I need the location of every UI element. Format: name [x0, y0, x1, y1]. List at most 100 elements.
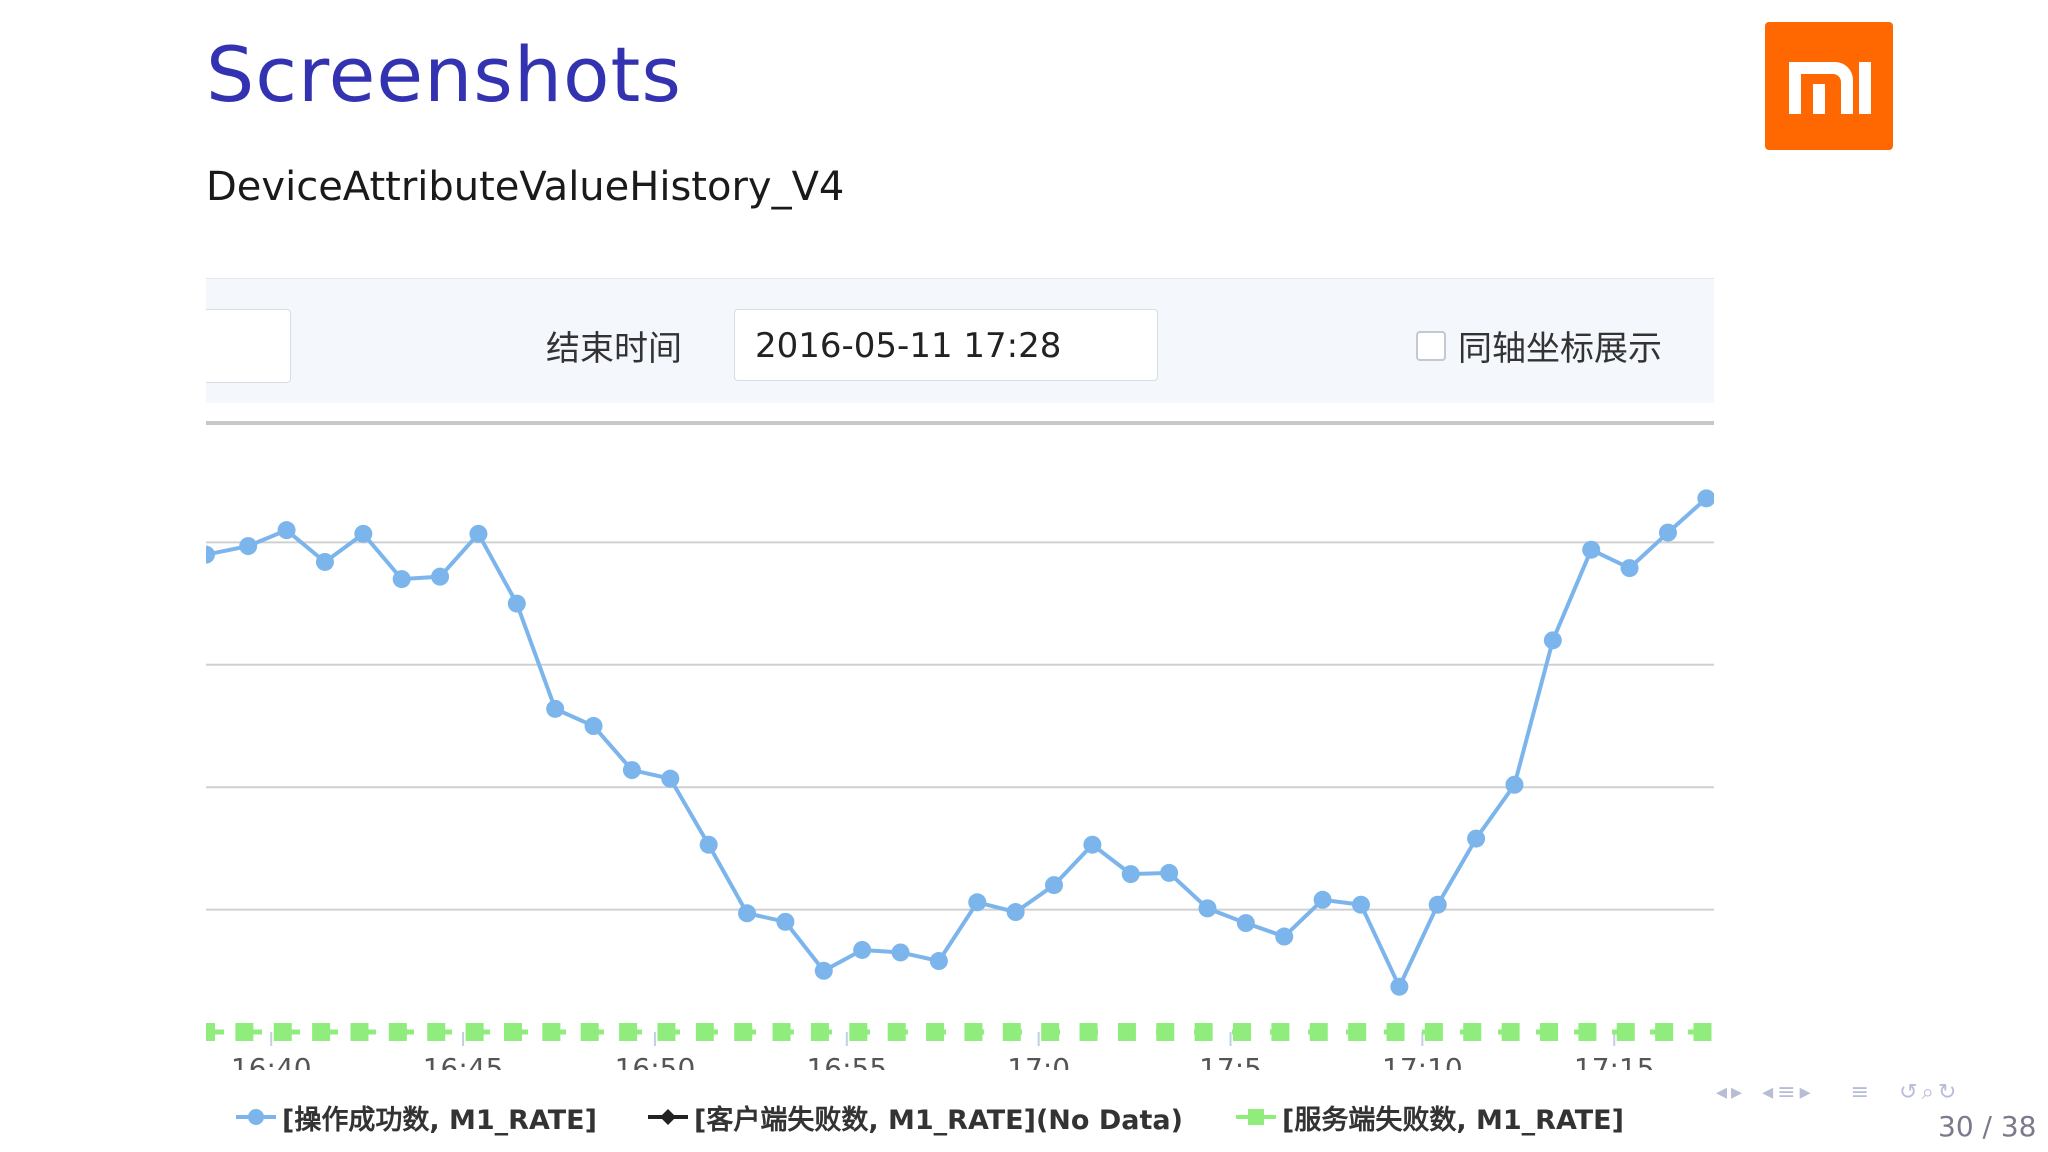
data-point — [1198, 899, 1217, 918]
data-point — [1194, 1023, 1213, 1041]
data-point — [776, 912, 795, 931]
data-point — [503, 1023, 522, 1041]
data-point — [1428, 895, 1447, 914]
redo-icon[interactable]: ↻ — [1937, 1079, 1957, 1105]
data-point — [1658, 523, 1677, 542]
frame-next-icon[interactable]: ▸ — [1731, 1079, 1743, 1105]
data-point — [1467, 829, 1486, 848]
end-time-label: 结束时间 — [546, 329, 682, 369]
data-point — [1693, 1023, 1712, 1041]
x-tick-label: 17:5 — [1199, 1052, 1262, 1070]
data-point — [1620, 559, 1639, 578]
data-point — [1540, 1023, 1559, 1041]
start-time-input[interactable] — [206, 309, 291, 383]
data-point — [814, 961, 833, 980]
beamer-navigation: ◂ ▸ ◂ ≡ ▸ ≡ ↺ ⌕ ↻ — [1716, 1074, 1956, 1110]
x-tick-label: 17:15 — [1574, 1052, 1655, 1070]
data-point — [699, 835, 718, 854]
legend-square-icon — [1236, 1109, 1276, 1125]
data-point — [1045, 876, 1064, 895]
data-point — [1386, 1023, 1405, 1041]
legend-label: [客户端失败数, M1_RATE](No Data) — [694, 1104, 1183, 1136]
data-point — [810, 1023, 829, 1041]
data-point — [354, 524, 373, 543]
page-number: 30 / 38 — [1938, 1110, 2037, 1143]
data-point — [734, 1023, 753, 1041]
x-tick-label: 17:0 — [1007, 1052, 1070, 1070]
undo-icon[interactable]: ↺ — [1899, 1079, 1918, 1105]
legend-item-client-fail[interactable]: [客户端失败数, M1_RATE](No Data) — [648, 1092, 1183, 1142]
outline-icon[interactable]: ≡ — [1777, 1079, 1796, 1105]
data-point — [929, 952, 948, 971]
outline-icon[interactable]: ≡ — [1850, 1079, 1870, 1105]
legend-circle-icon — [236, 1109, 276, 1125]
data-point — [619, 1023, 638, 1041]
frame-prev-icon[interactable]: ◂ — [1716, 1079, 1728, 1105]
data-point — [853, 940, 872, 959]
data-point — [1655, 1023, 1674, 1041]
data-point — [1463, 1023, 1482, 1041]
data-point — [392, 570, 411, 589]
data-point — [584, 717, 603, 735]
data-point — [235, 1023, 254, 1041]
data-point — [1079, 1023, 1098, 1041]
section-prev-icon[interactable]: ◂ — [1762, 1079, 1774, 1105]
x-tick-label: 17:10 — [1382, 1052, 1463, 1070]
data-point — [1271, 1023, 1290, 1041]
x-tick-label: 16:50 — [615, 1052, 696, 1070]
data-point — [657, 1023, 676, 1041]
data-point — [1233, 1023, 1252, 1041]
data-point — [277, 521, 296, 540]
data-point — [926, 1023, 945, 1041]
data-point — [315, 552, 334, 571]
data-point — [469, 524, 488, 543]
data-point — [1083, 835, 1102, 854]
data-point — [622, 761, 641, 780]
end-time-input[interactable]: 2016-05-11 17:28 — [734, 309, 1158, 381]
legend-diamond-icon — [648, 1109, 688, 1125]
slide-subtitle: DeviceAttributeValueHistory_V4 — [206, 164, 845, 210]
data-point — [1275, 927, 1294, 946]
data-point — [507, 594, 526, 613]
data-point — [887, 1023, 906, 1041]
x-tick-label: 16:45 — [423, 1052, 504, 1070]
data-point — [891, 943, 910, 962]
mi-logo-icon — [1789, 62, 1871, 114]
data-point — [312, 1023, 331, 1041]
data-point — [1501, 1023, 1520, 1041]
data-point — [1006, 903, 1025, 922]
data-point — [1121, 865, 1140, 884]
legend-label: [操作成功数, M1_RATE] — [282, 1104, 597, 1136]
same-axis-checkbox[interactable] — [1416, 331, 1446, 361]
legend-item-success[interactable]: [操作成功数, M1_RATE] — [236, 1092, 597, 1142]
data-point — [964, 1023, 983, 1041]
data-point — [239, 537, 258, 556]
data-point — [1117, 1023, 1136, 1041]
data-point — [695, 1023, 714, 1041]
data-point — [206, 1023, 215, 1041]
data-point — [350, 1023, 369, 1041]
data-point — [1309, 1023, 1328, 1041]
data-point — [388, 1023, 407, 1041]
search-icon[interactable]: ⌕ — [1921, 1079, 1934, 1105]
data-point — [849, 1023, 868, 1041]
slide-title: Screenshots — [206, 30, 682, 119]
data-point — [1348, 1023, 1367, 1041]
data-point — [1697, 489, 1714, 508]
line-chart: 16:40 16:45 16:50 16:55 17:0 17:5 17:10 17:15 — [206, 421, 1714, 1070]
data-point — [1236, 914, 1255, 933]
data-point — [1351, 895, 1370, 914]
data-point — [206, 545, 215, 564]
data-point — [738, 904, 757, 923]
data-point — [1582, 540, 1601, 559]
data-point — [1002, 1023, 1021, 1041]
data-point — [968, 893, 987, 912]
section-next-icon[interactable]: ▸ — [1799, 1079, 1811, 1105]
chart-legend: [操作成功数, M1_RATE] [客户端失败数, M1_RATE](No Da… — [206, 1092, 1714, 1142]
legend-item-server-fail[interactable]: [服务端失败数, M1_RATE] — [1236, 1092, 1624, 1142]
data-point — [772, 1023, 791, 1041]
data-point — [580, 1023, 599, 1041]
data-point — [273, 1023, 292, 1041]
data-point — [1313, 890, 1332, 909]
data-point — [1424, 1023, 1443, 1041]
